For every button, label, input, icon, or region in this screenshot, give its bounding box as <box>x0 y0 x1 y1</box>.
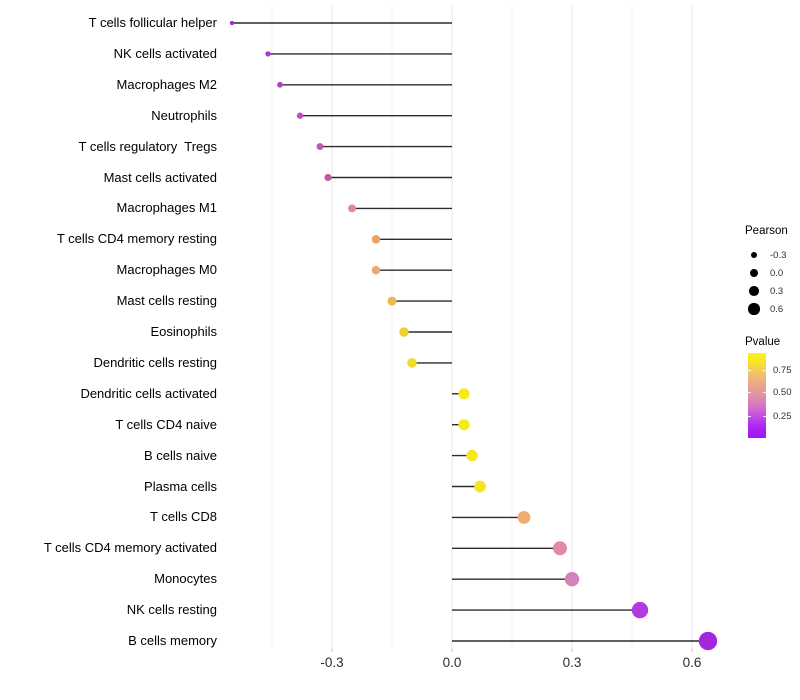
pearson-legend-items: -0.3 0.0 0.3 0.6 <box>745 246 800 318</box>
pearson-legend-label: 0.0 <box>770 267 784 279</box>
pvalue-colorbar-tick <box>748 416 751 417</box>
category-label: T cells CD4 memory activated <box>43 540 217 556</box>
category-label: B cells memory <box>128 633 217 648</box>
pvalue-colorbar-tick <box>748 392 751 393</box>
x-axis-tick-label: 0.6 <box>682 655 702 670</box>
x-axis-tick-label: 0.3 <box>562 655 582 670</box>
category-label: T cells regulatory Tregs <box>78 138 217 154</box>
category-label: T cells CD4 memory resting <box>56 231 217 247</box>
lollipop-dot <box>399 327 409 337</box>
pearson-legend-title: Pearson <box>745 225 788 237</box>
category-label: Plasma cells <box>144 478 217 494</box>
pvalue-legend-label: 0.50 <box>773 387 792 398</box>
lollipop-dot <box>348 204 356 213</box>
category-label: Mast cells resting <box>116 293 217 309</box>
category-label: Macrophages M1 <box>116 200 217 216</box>
category-label: T cells CD4 naive <box>115 416 217 432</box>
category-label: B cells naive <box>144 447 217 463</box>
category-label: NK cells activated <box>113 45 217 61</box>
category-label: Eosinophils <box>150 324 218 339</box>
pvalue-colorbar-tick <box>763 370 766 371</box>
pearson-size-legend: Pearson -0.3 0.0 0.3 0.6 <box>745 225 800 318</box>
category-label: T cells CD8 <box>150 509 217 525</box>
category-label: Neutrophils <box>151 107 217 123</box>
lollipop-dot <box>265 51 271 57</box>
lollipop-dot <box>324 173 332 182</box>
lollipop-dot <box>371 265 381 275</box>
pearson-legend-dot <box>748 303 760 315</box>
category-label: Dendritic cells activated <box>80 385 217 401</box>
lollipop-dot <box>564 572 580 587</box>
pvalue-legend-label: 0.75 <box>773 365 792 376</box>
category-label: Mast cells activated <box>103 169 217 185</box>
lollipop-dot <box>229 20 235 26</box>
pearson-legend-label: 0.6 <box>770 303 784 315</box>
lollipop-dot <box>474 480 486 493</box>
lollipop-dot <box>517 510 531 524</box>
lollipop-dot <box>466 449 478 462</box>
category-label: Monocytes <box>154 571 217 587</box>
lollipop-dot <box>407 358 417 368</box>
pvalue-colorbar-tick <box>748 370 751 371</box>
pearson-legend-item: -0.3 <box>745 246 800 264</box>
category-label: NK cells resting <box>126 602 217 618</box>
pearson-legend-label: -0.3 <box>770 249 787 261</box>
category-label: Macrophages M2 <box>116 76 217 92</box>
x-axis-tick-label: 0.0 <box>442 655 462 670</box>
lollipop-dot <box>371 235 381 244</box>
pvalue-colorbar-tick <box>763 392 766 393</box>
pearson-legend-item: 0.3 <box>745 282 800 300</box>
pearson-legend-label: 0.3 <box>770 285 784 297</box>
lollipop-dot <box>387 296 397 306</box>
pvalue-colorbar <box>748 353 766 438</box>
pearson-legend-item: 0.0 <box>745 264 800 282</box>
category-label: Dendritic cells resting <box>93 354 217 370</box>
lollipop-dot <box>631 601 649 619</box>
pvalue-colorbar-tick <box>763 416 766 417</box>
lollipop-dot <box>277 81 283 88</box>
lollipop-dot <box>698 631 718 651</box>
pvalue-legend-title: Pvalue <box>745 336 781 348</box>
pearson-legend-item: 0.6 <box>745 300 800 318</box>
lollipop-dot <box>458 388 470 400</box>
lollipop-dot <box>316 143 324 151</box>
x-axis-tick-label: -0.3 <box>320 655 344 670</box>
pearson-legend-dot <box>749 268 759 278</box>
pearson-legend-dot <box>750 251 758 259</box>
lollipop-dot <box>553 541 567 556</box>
category-label: Macrophages M0 <box>116 262 217 278</box>
pvalue-color-legend: Pvalue 0.75 0.50 0.25 <box>745 336 800 438</box>
lollipop-dot <box>296 112 304 119</box>
pearson-legend-dot <box>749 286 759 296</box>
category-label: T cells follicular helper <box>88 15 217 30</box>
lollipop-dot <box>458 419 470 431</box>
pvalue-legend-label: 0.25 <box>773 411 792 422</box>
